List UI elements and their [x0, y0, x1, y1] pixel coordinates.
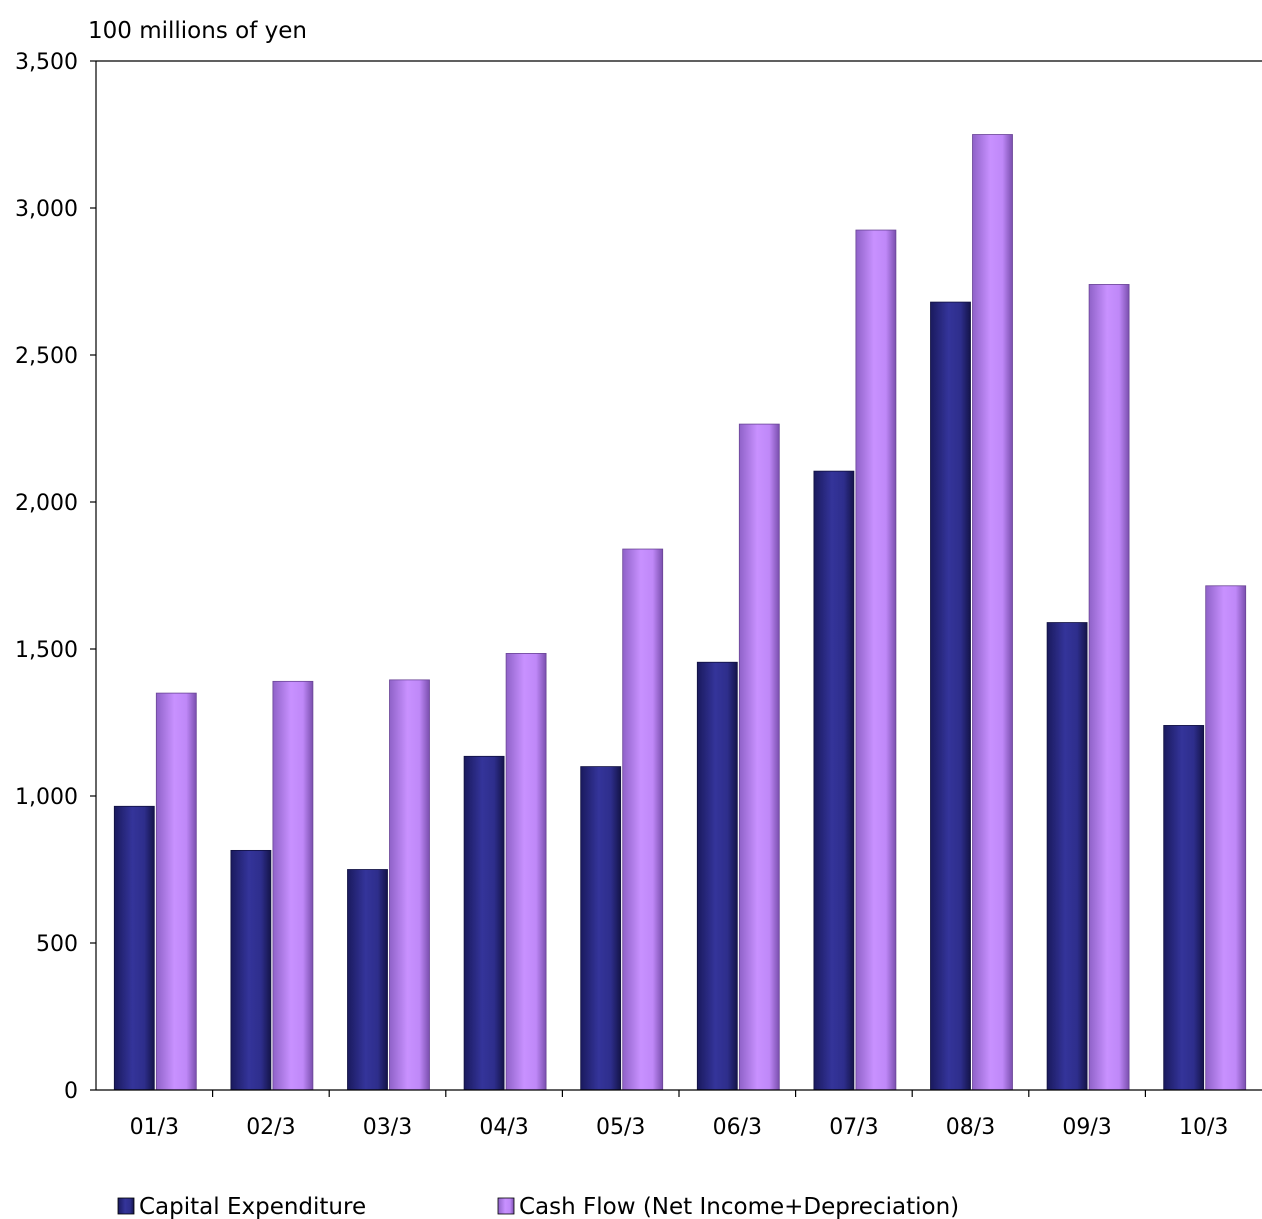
bar-capital-expenditure — [580, 766, 622, 1091]
bar-cash-flow — [622, 548, 664, 1091]
bar-capital-expenditure — [230, 849, 272, 1091]
bar-capital-expenditure — [813, 470, 855, 1091]
x-tick-label: 09/3 — [1062, 1115, 1111, 1140]
x-tick-label: 08/3 — [946, 1115, 995, 1140]
y-tick-label: 3,500 — [15, 50, 78, 75]
bar-cash-flow — [738, 423, 780, 1091]
bar-capital-expenditure — [696, 661, 738, 1091]
x-tick-label: 10/3 — [1179, 1115, 1228, 1140]
bar-capital-expenditure — [347, 869, 388, 1091]
bar-cash-flow — [389, 679, 430, 1091]
x-tick-label: 06/3 — [713, 1115, 762, 1140]
x-tick-label: 02/3 — [246, 1115, 295, 1140]
legend: Capital Expenditure Cash Flow (Net Income… — [117, 1194, 959, 1219]
y-tick-label: 2,500 — [15, 344, 78, 369]
x-tick-label: 07/3 — [829, 1115, 878, 1140]
legend-swatch — [497, 1197, 515, 1215]
y-tick-label: 0 — [64, 1079, 78, 1104]
bar-cash-flow — [972, 134, 1013, 1091]
x-tick-label: 03/3 — [363, 1115, 412, 1140]
y-tick-label: 1,000 — [15, 785, 78, 810]
x-tick-label: 05/3 — [596, 1115, 645, 1140]
x-tick-label: 04/3 — [479, 1115, 528, 1140]
bar-cash-flow — [1088, 284, 1130, 1091]
bar-cash-flow — [155, 692, 197, 1091]
bar-capital-expenditure — [930, 301, 971, 1091]
x-axis-ticks: 01/3 02/3 03/3 04/3 05/3 06/3 07/3 08/3 09/3 10/3 — [130, 1090, 1228, 1140]
y-tick-label: 500 — [36, 932, 78, 957]
bar-cash-flow — [505, 653, 547, 1091]
bar-cash-flow — [272, 680, 314, 1091]
bar-capital-expenditure — [1163, 725, 1205, 1091]
y-axis-unit-label: 100 millions of yen — [88, 18, 307, 44]
bars — [113, 134, 1247, 1091]
y-tick-label: 1,500 — [15, 638, 78, 663]
legend-label: Cash Flow (Net Income+Depreciation) — [519, 1194, 959, 1219]
bar-cash-flow — [1205, 585, 1247, 1091]
bar-capital-expenditure — [113, 805, 155, 1091]
y-tick-label: 3,000 — [15, 197, 78, 222]
y-axis-ticks: 0 500 1,000 1,500 2,000 2,500 3,000 3,500 — [15, 50, 96, 1104]
bar-capital-expenditure — [1046, 622, 1088, 1091]
x-tick-label: 01/3 — [130, 1115, 179, 1140]
y-tick-label: 2,000 — [15, 491, 78, 516]
bar-capital-expenditure — [463, 755, 505, 1091]
legend-swatch — [117, 1197, 135, 1215]
legend-label: Capital Expenditure — [139, 1194, 366, 1219]
bar-cash-flow — [855, 229, 897, 1091]
